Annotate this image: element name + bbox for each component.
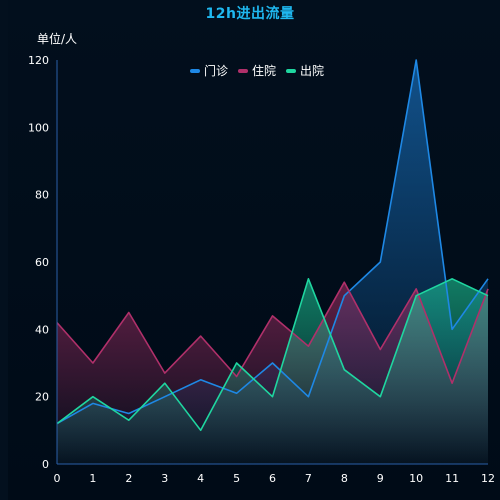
x-tick-label: 3 (161, 472, 168, 485)
x-tick-label: 7 (305, 472, 312, 485)
left-edge-strip (0, 0, 8, 500)
legend-item-0[interactable]: 门诊 (190, 62, 228, 79)
x-tick-label: 10 (409, 472, 423, 485)
legend-item-2[interactable]: 出院 (286, 62, 324, 79)
x-tick-label: 2 (125, 472, 132, 485)
series-line-0[interactable] (56, 59, 489, 425)
y-tick-label: 40 (35, 323, 49, 336)
legend-label: 门诊 (204, 64, 229, 78)
y-tick-label: 0 (42, 458, 49, 471)
y-tick-label: 100 (28, 121, 49, 134)
legend-item-1[interactable]: 住院 (238, 62, 276, 79)
x-tick-label: 12 (481, 472, 495, 485)
legend-swatch (190, 68, 200, 73)
legend-label: 出院 (300, 64, 325, 78)
x-tick-label: 11 (445, 472, 459, 485)
y-tick-label: 20 (35, 391, 49, 404)
series-line-2[interactable] (56, 277, 489, 432)
axes (56, 60, 488, 465)
y-tick-label: 120 (28, 54, 49, 67)
series-lines (56, 59, 489, 432)
legend-label: 住院 (252, 64, 277, 78)
legend: 门诊 住院 出院 (190, 62, 324, 79)
series-areas (57, 60, 488, 464)
x-tick-label: 4 (197, 472, 204, 485)
series-line-1[interactable] (56, 281, 489, 385)
y-tick-label: 80 (35, 189, 49, 202)
x-tick-label: 1 (89, 472, 96, 485)
y-tick-label: 60 (35, 256, 49, 269)
y-axis-unit-label: 单位/人 (37, 32, 78, 46)
legend-swatch (286, 68, 297, 73)
series-area-2 (57, 278, 488, 464)
x-tick-label: 9 (377, 472, 384, 485)
x-tick-label: 5 (233, 472, 240, 485)
x-tick-label: 8 (341, 472, 348, 485)
x-tick-label: 6 (269, 472, 276, 485)
x-tick-label: 0 (54, 472, 61, 485)
legend-swatch (238, 68, 249, 73)
chart-title: 12h进出流量 (205, 6, 295, 22)
